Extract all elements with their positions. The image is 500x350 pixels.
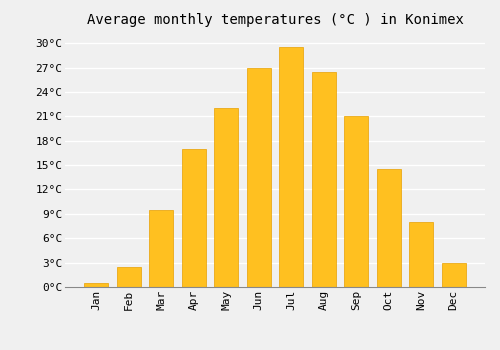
Title: Average monthly temperatures (°C ) in Konimex: Average monthly temperatures (°C ) in Ko…	[86, 13, 464, 27]
Bar	[182, 149, 206, 287]
Bar	[376, 169, 401, 287]
Bar	[149, 210, 174, 287]
Bar	[84, 283, 108, 287]
Bar	[214, 108, 238, 287]
Bar	[246, 68, 271, 287]
Bar	[344, 116, 368, 287]
Bar	[116, 267, 141, 287]
Bar	[279, 47, 303, 287]
Bar	[409, 222, 434, 287]
Bar	[442, 262, 466, 287]
Bar	[312, 72, 336, 287]
